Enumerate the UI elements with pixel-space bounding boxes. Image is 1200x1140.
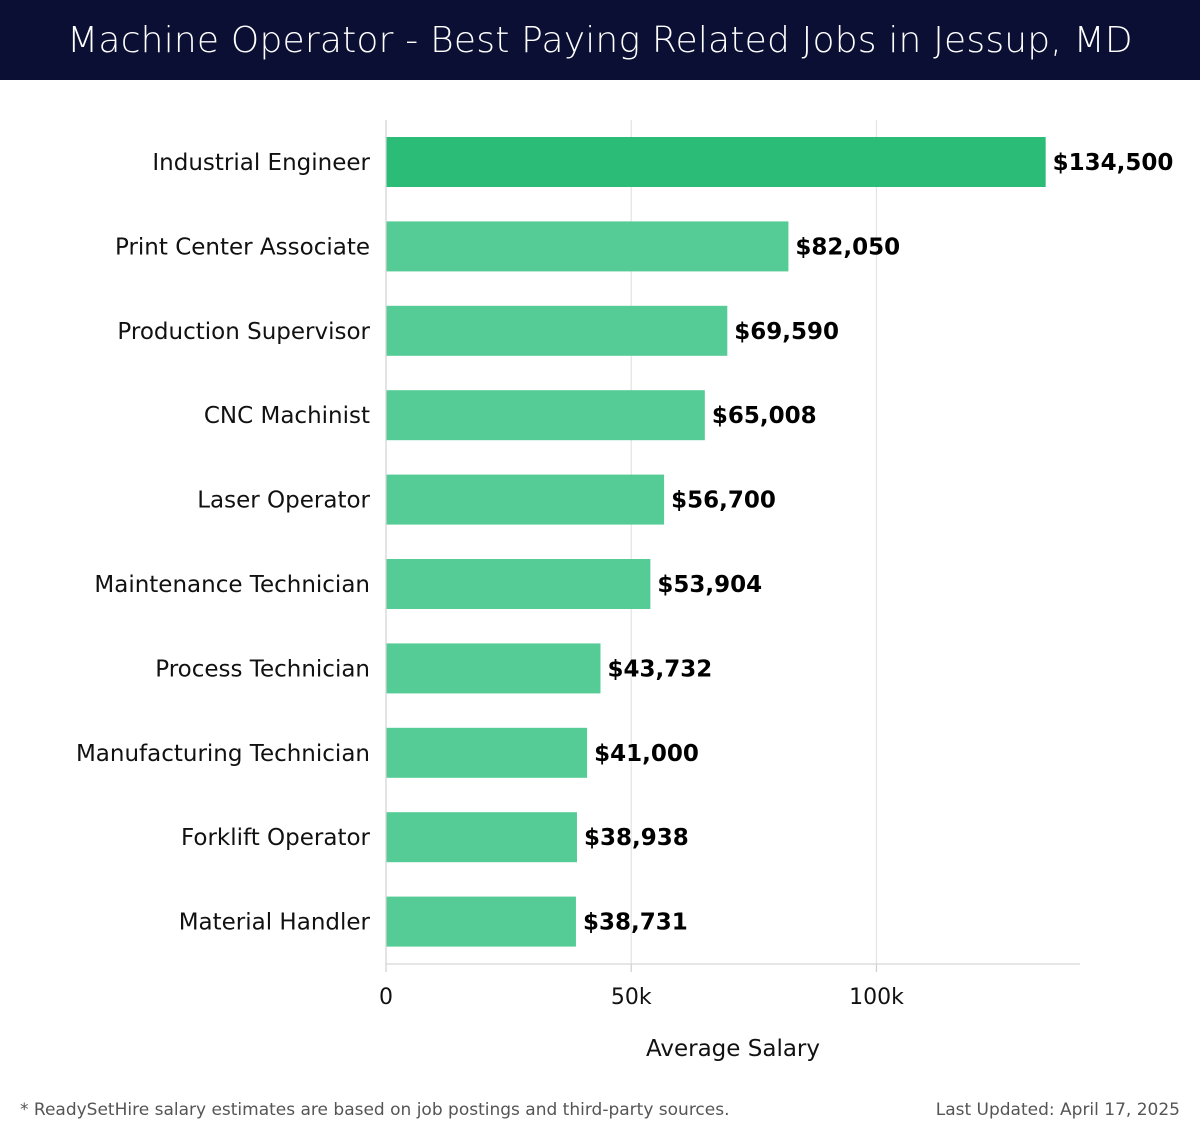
value-label: $82,050 <box>795 234 900 260</box>
bar-layer <box>386 137 1046 947</box>
x-tick-label: 100k <box>849 985 904 1010</box>
chart-title: Machine Operator - Best Paying Related J… <box>67 19 1133 61</box>
bar <box>386 390 705 441</box>
x-tick-label: 0 <box>379 985 393 1010</box>
bar <box>386 643 601 694</box>
label-layer: Industrial Engineer $134,500 Print Center … <box>76 150 1173 936</box>
value-label: $38,731 <box>583 910 688 936</box>
category-label: Laser Operator <box>197 488 370 514</box>
title-bar: Machine Operator - Best Paying Related J… <box>0 0 1200 80</box>
x-axis-title: Average Salary <box>646 1036 820 1062</box>
salary-bar-chart: Industrial Engineer $134,500 Print Center … <box>76 120 1173 1062</box>
category-label: Forklift Operator <box>181 825 371 851</box>
bar <box>386 559 651 609</box>
bar <box>386 305 728 356</box>
bar <box>386 221 789 272</box>
footnote: * ReadySetHire salary estimates are base… <box>20 1100 730 1120</box>
value-label: $43,732 <box>607 656 712 682</box>
last-updated: Last Updated: April 17, 2025 <box>935 1100 1180 1120</box>
value-label: $56,700 <box>671 488 776 514</box>
category-label: Industrial Engineer <box>152 150 370 176</box>
x-tick-label: 50k <box>611 985 652 1010</box>
bar <box>386 896 576 947</box>
value-label: $53,904 <box>657 572 762 598</box>
value-label: $134,500 <box>1053 150 1174 176</box>
bar <box>386 474 665 525</box>
value-label: $38,938 <box>584 825 689 851</box>
category-label: Process Technician <box>155 656 370 682</box>
category-label: Production Supervisor <box>117 319 370 345</box>
bar <box>386 812 577 863</box>
category-label: Material Handler <box>179 910 371 936</box>
value-label: $65,008 <box>712 403 817 429</box>
category-label: CNC Machinist <box>204 403 370 429</box>
axis-layer: 0 50k 100k Average Salary <box>379 120 1080 1062</box>
bar <box>386 137 1046 187</box>
category-label: Manufacturing Technician <box>76 741 370 767</box>
category-label: Maintenance Technician <box>94 572 370 598</box>
bar <box>386 727 588 778</box>
category-label: Print Center Associate <box>115 234 370 260</box>
value-label: $41,000 <box>594 741 699 767</box>
value-label: $69,590 <box>734 319 839 345</box>
